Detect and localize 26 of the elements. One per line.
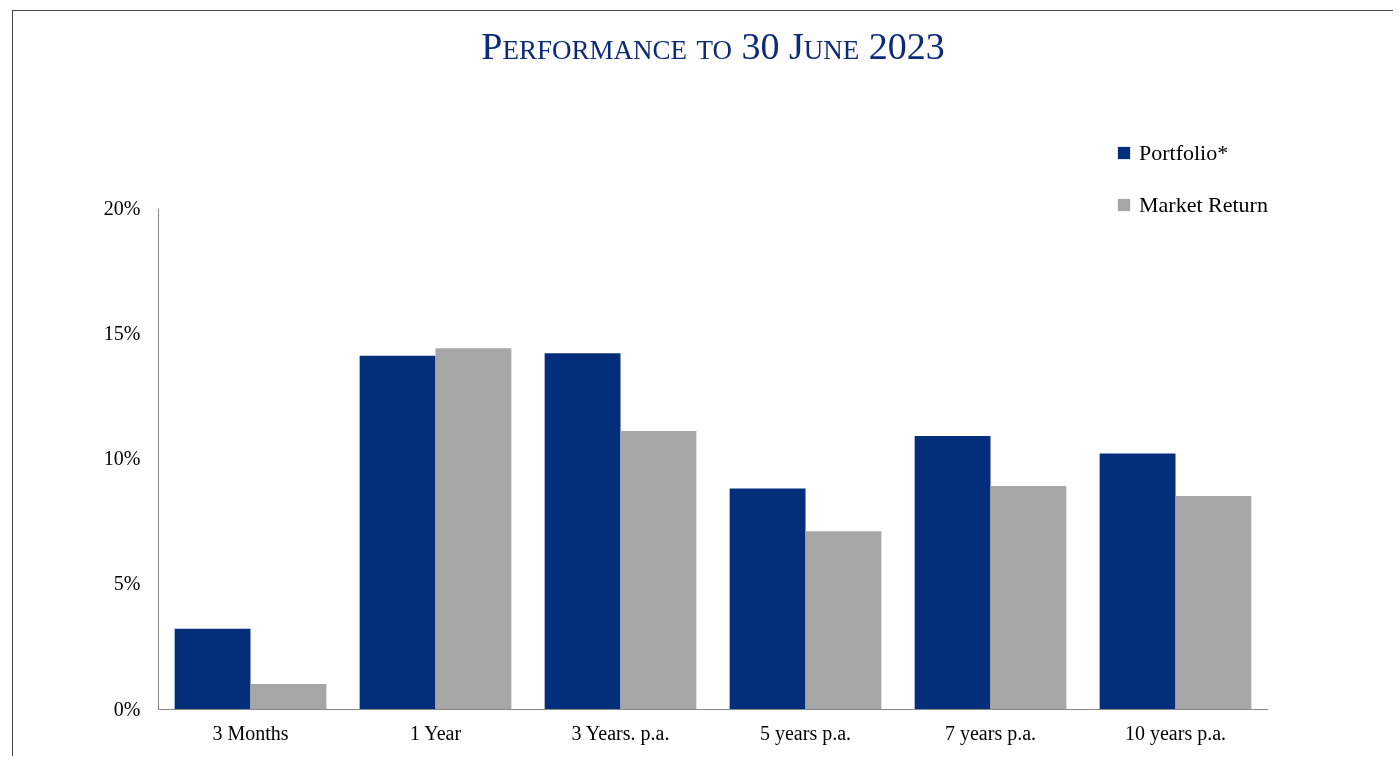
bar xyxy=(544,353,621,709)
bar xyxy=(1099,453,1176,709)
legend-label: Portfolio* xyxy=(1139,140,1229,165)
bar xyxy=(359,355,436,709)
y-tick-label: 10% xyxy=(103,447,141,469)
y-tick-label: 15% xyxy=(103,321,141,344)
bar xyxy=(250,683,327,709)
bar xyxy=(435,348,512,709)
x-tick-label: 3 Years. p.a. xyxy=(571,721,670,745)
x-tick-label: 1 Year xyxy=(409,721,462,744)
bar xyxy=(729,488,806,709)
legend-label: Market Return xyxy=(1139,192,1268,217)
y-tick-label: 5% xyxy=(113,572,141,595)
bar xyxy=(990,486,1067,709)
y-tick-label: 0% xyxy=(113,697,141,720)
x-tick-label: 7 years p.a. xyxy=(944,721,1037,745)
bar xyxy=(174,628,251,709)
bar xyxy=(620,430,697,709)
chart-title: Performance to 30 June 2023 xyxy=(481,25,945,67)
x-tick-label: 10 years p.a. xyxy=(1124,721,1227,745)
x-tick-label: 5 years p.a. xyxy=(759,721,852,745)
bar xyxy=(1175,496,1252,709)
y-tick-label: 20% xyxy=(103,196,141,219)
bar xyxy=(805,531,882,709)
x-tick-label: 3 Months xyxy=(212,721,289,744)
bar xyxy=(914,435,991,709)
